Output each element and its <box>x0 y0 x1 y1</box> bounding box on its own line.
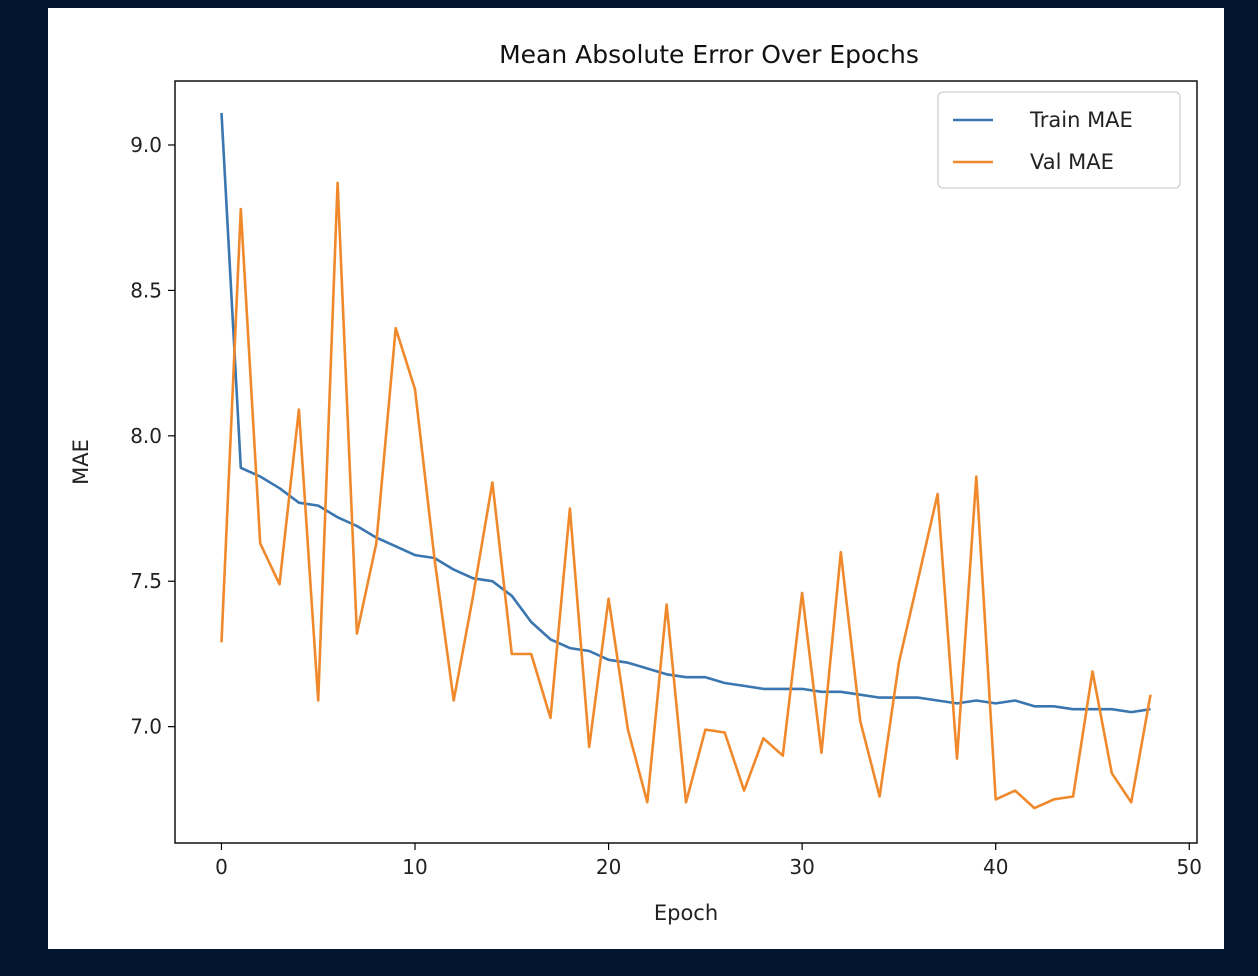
axes-frame <box>174 80 1198 844</box>
legend: Train MAE Val MAE <box>937 91 1181 189</box>
y-tick-label: 7.5 <box>130 569 162 593</box>
line-chart: Mean Absolute Error Over Epochs 0 10 20 30 4… <box>69 40 1202 925</box>
y-axis-title: MAE <box>69 439 93 485</box>
y-tick-label: 8.0 <box>130 424 162 448</box>
x-tick-label: 10 <box>402 855 427 879</box>
series-line-train-mae <box>220 112 1151 714</box>
y-tick-label: 7.0 <box>130 715 162 739</box>
series-layer <box>220 112 1152 810</box>
x-tick-label: 0 <box>215 855 228 879</box>
legend-label-val: Val MAE <box>1030 150 1114 174</box>
legend-frame <box>937 91 1181 189</box>
x-axis-ticks: 0 10 20 30 40 50 <box>215 843 1202 879</box>
y-tick-label: 8.5 <box>130 278 162 302</box>
series-line-val-mae <box>220 181 1152 810</box>
legend-label-train: Train MAE <box>1029 108 1133 132</box>
figure: Mean Absolute Error Over Epochs 0 10 20 30 4… <box>48 8 1224 949</box>
x-tick-label: 20 <box>596 855 621 879</box>
chart-title: Mean Absolute Error Over Epochs <box>499 40 919 69</box>
x-tick-label: 50 <box>1177 855 1202 879</box>
x-tick-label: 30 <box>789 855 814 879</box>
y-tick-label: 9.0 <box>130 133 162 157</box>
y-axis-ticks: 7.0 7.5 8.0 8.5 9.0 <box>130 133 175 739</box>
x-tick-label: 40 <box>983 855 1008 879</box>
plot-area: 0 10 20 30 40 50 7.0 7.5 8.0 8.5 9.0 <box>130 80 1202 879</box>
x-axis-title: Epoch <box>654 901 718 925</box>
